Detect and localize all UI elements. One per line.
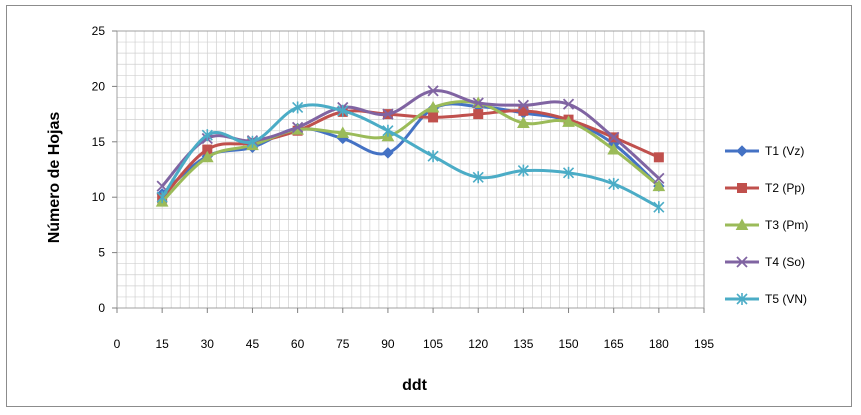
data-point: [608, 131, 620, 144]
x-tick-label: 15: [155, 337, 169, 351]
data-point: [336, 126, 350, 138]
data-point: [653, 172, 665, 185]
legend-item: T5 (VN): [725, 292, 807, 306]
plot-area-border: [116, 30, 705, 309]
data-point: [653, 152, 664, 163]
data-point: [426, 100, 440, 113]
data-point: [201, 129, 213, 142]
x-tick-label: 90: [381, 337, 395, 351]
x-tick-label: 120: [468, 337, 488, 351]
data-point: [428, 112, 439, 123]
data-point: [292, 101, 304, 114]
grid: [116, 30, 705, 309]
series-4: [156, 85, 665, 192]
legend-label: T5 (VN): [765, 292, 807, 306]
legend-label: T2 (Pp): [765, 181, 805, 195]
y-tick-label: 5: [98, 246, 105, 260]
data-point: [156, 191, 168, 204]
legend-marker: [736, 256, 748, 268]
y-tick-label: 15: [92, 135, 106, 149]
data-point: [472, 171, 484, 184]
legend-item: T1 (Vz): [725, 144, 804, 158]
data-point: [473, 109, 484, 120]
x-tick-label: 180: [649, 337, 669, 351]
data-point: [382, 108, 394, 120]
x-tick-label: 45: [246, 337, 260, 351]
data-point: [607, 143, 621, 155]
legend-item: T2 (Pp): [725, 181, 805, 195]
legend-marker: [735, 218, 749, 230]
data-point: [427, 85, 439, 97]
data-point: [246, 135, 259, 148]
data-point: [608, 177, 620, 190]
legend-label: T4 (So): [765, 255, 805, 269]
x-tick-label: 105: [423, 337, 443, 351]
x-tick-label: 195: [694, 337, 714, 351]
data-point: [517, 164, 529, 177]
data-point: [427, 150, 439, 163]
legend-marker: [736, 145, 748, 157]
legend: T1 (Vz) T2 (Pp) T3 (Pm) T4 (So) T5 (VN): [725, 144, 808, 306]
data-point: [382, 147, 394, 159]
series-line: [161, 89, 660, 188]
legend-label: T1 (Vz): [765, 144, 804, 158]
data-point: [472, 97, 484, 109]
y-tick-label: 25: [92, 24, 106, 38]
x-tick-label: 60: [291, 337, 305, 351]
data-point: [562, 98, 575, 110]
x-tick-label: 75: [336, 337, 350, 351]
y-tick-label: 10: [92, 190, 106, 204]
y-axis-title: Número de Hojas: [46, 112, 63, 244]
x-tick-label: 0: [114, 337, 121, 351]
data-point: [200, 150, 214, 163]
x-axis-title: ddt: [402, 377, 428, 394]
y-tick-label: 20: [92, 79, 106, 93]
legend-marker: [737, 183, 747, 193]
legend-item: T4 (So): [725, 255, 805, 269]
data-point: [382, 124, 394, 137]
series-5: [156, 101, 665, 214]
series-line: [160, 103, 660, 209]
axes: 0 5 10 15 20 25 0 15 30 45 60 75 90 105 120 135 150 165 18…: [92, 24, 715, 351]
line-chart: 0 5 10 15 20 25 0 15 30 45 60 75 90 105 120 135 150 165 18…: [46, 24, 808, 394]
x-tick-label: 30: [201, 337, 215, 351]
data-point: [517, 116, 530, 128]
x-tick-label: 135: [513, 337, 533, 351]
series-group: [155, 85, 666, 214]
data-point: [562, 115, 575, 127]
data-point: [517, 99, 530, 111]
data-point: [291, 121, 304, 134]
y-tick-label: 0: [98, 301, 105, 315]
data-point: [652, 179, 666, 192]
data-point: [337, 104, 349, 117]
legend-marker: [736, 293, 748, 305]
chart-frame: 0 5 10 15 20 25 0 15 30 45 60 75 90 105 120 135 150 165 18…: [6, 5, 852, 407]
legend-item: T3 (Pm): [725, 218, 808, 232]
data-point: [562, 166, 575, 179]
legend-label: T3 (Pm): [765, 218, 808, 232]
x-tick-label: 150: [559, 337, 579, 351]
x-tick-label: 165: [604, 337, 624, 351]
data-point: [653, 201, 665, 214]
